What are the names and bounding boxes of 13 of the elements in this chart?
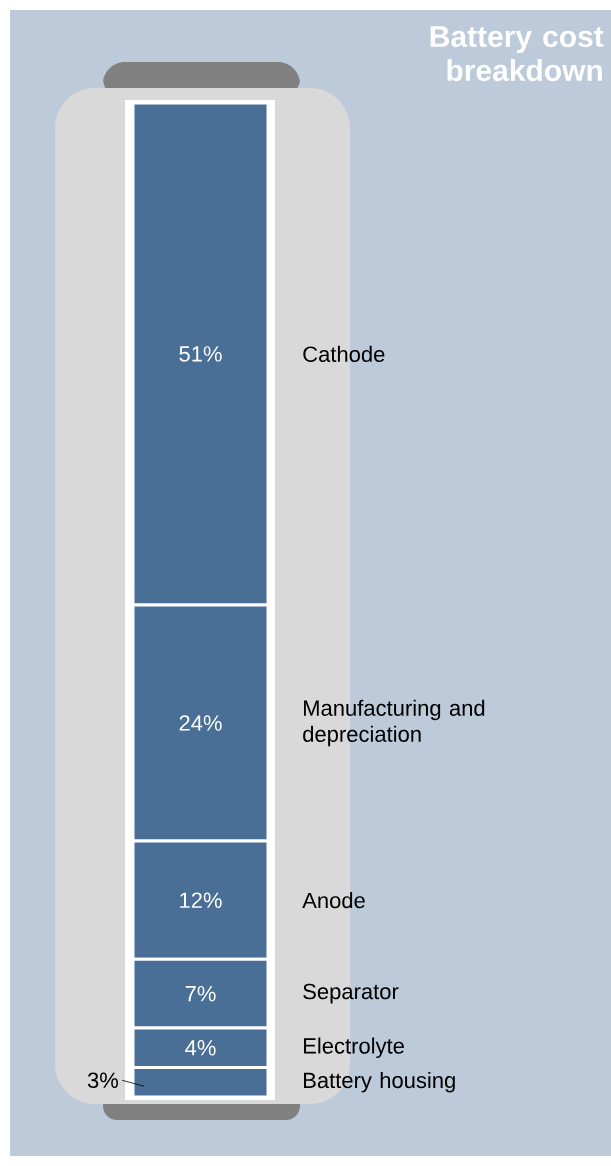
series-label: Separator [303,983,399,1004]
series-label: Cathode [303,345,385,363]
data-label: 12% [180,892,222,908]
series-label: Battery housing [304,1071,455,1093]
series-label: Electrolyte [304,1037,404,1059]
series-label: Anode [302,892,365,909]
text: Battery cost breakdown [430,26,604,82]
data-label: 51% [179,346,222,362]
data-label: 24% [179,715,222,731]
data-label: 4% [185,1040,216,1056]
series-label: Manufacturing and depreciation [303,699,485,747]
data-label: 7% [185,985,216,1002]
data-label: 3% [87,1072,119,1089]
